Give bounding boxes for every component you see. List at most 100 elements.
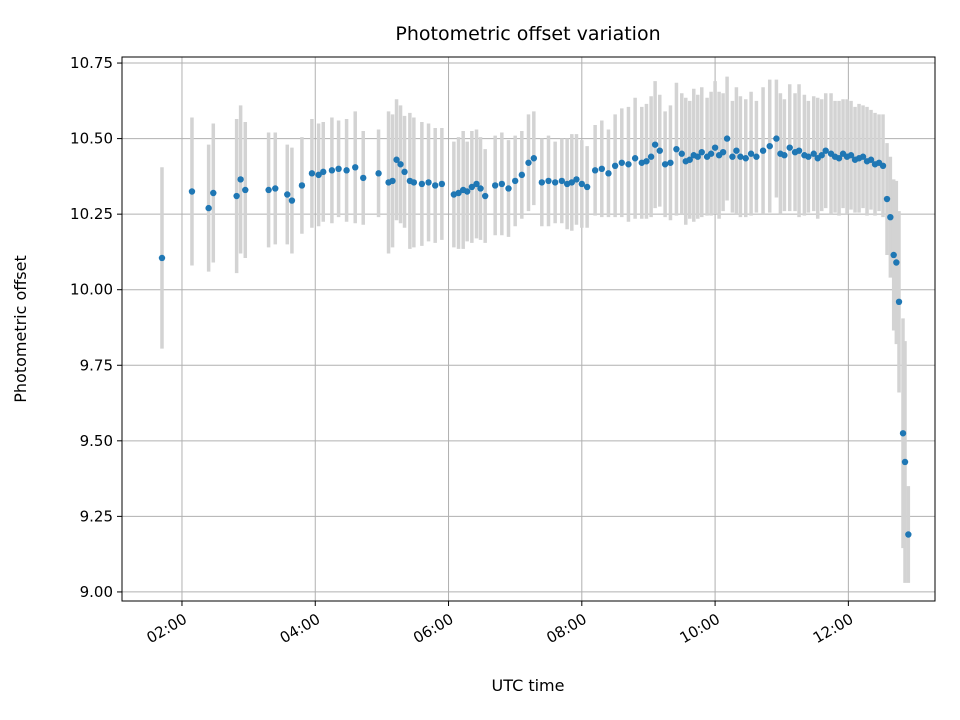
y-axis-label: Photometric offset: [11, 255, 30, 403]
data-point: [759, 147, 767, 154]
data-point: [583, 183, 591, 191]
data-point: [491, 182, 499, 189]
chart-title: Photometric offset variation: [395, 23, 660, 45]
x-tick-label: 06:00: [410, 610, 456, 647]
data-point: [656, 147, 663, 154]
data-point: [438, 180, 446, 188]
data-point: [598, 165, 606, 173]
x-tick-label: 02:00: [144, 610, 190, 647]
data-point: [647, 153, 655, 160]
plot-layers: 9.00 9.25 9.50 9.75 10.00 10.25 10.50 10.75 02:0…: [70, 54, 936, 647]
data-point: [818, 152, 825, 159]
data-point: [737, 153, 744, 160]
data-point: [298, 182, 306, 189]
data-point: [729, 153, 736, 160]
y-tick-label: 10.75: [70, 54, 113, 72]
data-point: [288, 197, 296, 204]
data-point: [673, 145, 680, 153]
data-point: [847, 152, 855, 159]
data-point: [651, 141, 659, 148]
x-tick-label: 04:00: [277, 610, 323, 647]
data-point: [573, 176, 580, 183]
x-tick-label: 12:00: [810, 610, 856, 647]
data-point: [591, 167, 599, 174]
data-point: [678, 150, 685, 157]
data-point: [401, 168, 408, 176]
data-point: [753, 153, 760, 160]
data-point: [822, 147, 829, 154]
data-point: [389, 177, 396, 185]
data-point: [686, 156, 693, 163]
data-point: [733, 147, 740, 154]
data-point: [611, 162, 619, 169]
data-point: [890, 251, 897, 259]
data-point: [284, 191, 291, 198]
x-axis-label: UTC time: [492, 676, 565, 695]
data-point: [618, 159, 625, 166]
data-point: [525, 159, 532, 166]
data-point: [455, 189, 462, 197]
data-point: [835, 155, 843, 162]
data-point: [893, 259, 900, 266]
y-tick-label: 10.50: [70, 130, 113, 148]
data-point: [188, 188, 196, 195]
data-point: [694, 153, 701, 160]
data-point: [432, 182, 439, 189]
data-point: [625, 161, 632, 168]
data-point: [859, 153, 867, 160]
axes-spines: [121, 56, 936, 602]
data-point: [308, 170, 316, 177]
data-point: [205, 204, 212, 212]
data-point: [578, 180, 586, 188]
data-point: [518, 171, 526, 179]
data-point: [425, 179, 432, 186]
data-point: [343, 167, 350, 174]
data-point: [773, 135, 780, 142]
data-point: [335, 165, 342, 173]
data-point: [643, 158, 650, 165]
data-point: [463, 188, 471, 195]
data-point: [899, 430, 907, 437]
data-point: [711, 144, 719, 151]
data-point: [210, 189, 217, 197]
data-point: [901, 458, 909, 466]
data-point: [360, 174, 367, 182]
data-point: [895, 298, 903, 305]
y-tick-label: 9.00: [80, 583, 113, 601]
data-point: [742, 155, 749, 162]
data-point: [477, 185, 484, 192]
data-point: [468, 183, 476, 191]
data-point: [320, 168, 327, 176]
data-point: [795, 147, 803, 154]
data-point: [265, 186, 272, 194]
y-tick-label: 9.25: [80, 507, 113, 525]
data-point: [698, 149, 705, 156]
data-point: [410, 179, 418, 186]
data-point: [719, 149, 727, 156]
x-tick-label: 10:00: [677, 610, 723, 647]
data-point: [352, 164, 359, 171]
data-point: [781, 152, 788, 159]
data-point: [393, 156, 400, 163]
data-point: [766, 142, 773, 150]
y-tick-label: 9.75: [80, 356, 113, 374]
data-point: [605, 170, 612, 177]
data-point: [723, 135, 731, 142]
data-point: [887, 213, 894, 221]
data-point: [747, 150, 755, 157]
data-point: [707, 150, 715, 157]
x-tick-label: 08:00: [543, 610, 589, 647]
data-point: [786, 144, 793, 151]
data-point: [511, 177, 519, 185]
data-point: [631, 155, 639, 162]
data-point: [418, 180, 426, 188]
data-point: [315, 171, 322, 179]
data-point: [551, 179, 559, 186]
data-point: [272, 185, 279, 192]
y-tick-label: 10.00: [70, 281, 113, 299]
data-point: [481, 192, 489, 200]
data-point: [530, 155, 538, 162]
data-point: [505, 185, 512, 192]
